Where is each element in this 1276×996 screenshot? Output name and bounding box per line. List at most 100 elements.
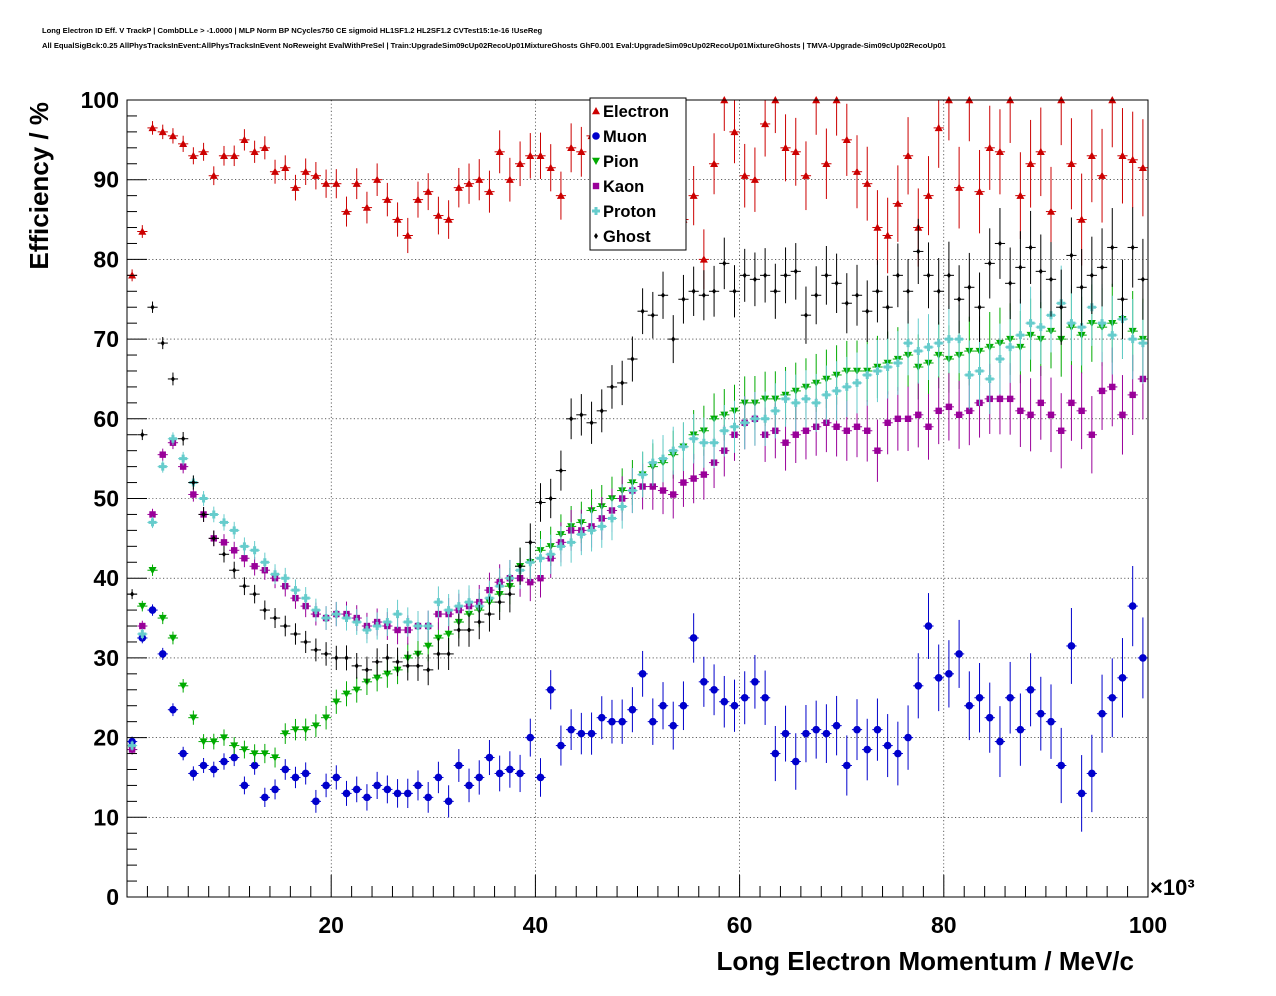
data-point — [1067, 159, 1076, 167]
series-pion — [127, 279, 1148, 768]
data-point — [710, 685, 718, 694]
data-point — [271, 754, 280, 762]
data-point — [138, 629, 147, 638]
data-point — [1006, 395, 1014, 403]
x-axis-label: Long Electron Momentum / MeV/c — [717, 946, 1134, 976]
data-point — [322, 614, 331, 623]
data-point — [148, 606, 157, 614]
data-point — [864, 427, 871, 434]
data-point — [597, 522, 606, 531]
data-point — [281, 163, 290, 171]
data-point — [1049, 276, 1054, 283]
data-point — [393, 789, 402, 798]
data-point — [1139, 654, 1147, 662]
data-point — [209, 765, 218, 774]
data-point — [250, 546, 259, 555]
data-point — [373, 674, 382, 682]
data-point — [894, 415, 902, 422]
data-point — [169, 705, 177, 714]
data-point — [812, 398, 821, 407]
data-point — [670, 491, 677, 498]
data-point — [342, 614, 351, 623]
data-point — [190, 491, 197, 498]
data-point — [649, 483, 657, 490]
data-point — [507, 591, 512, 598]
data-point — [250, 750, 259, 758]
data-point — [546, 685, 555, 694]
data-point — [301, 769, 310, 778]
data-point — [313, 646, 318, 653]
data-point — [168, 434, 177, 443]
data-point — [904, 733, 912, 742]
data-point — [904, 151, 913, 159]
data-point — [128, 741, 137, 750]
legend-box — [589, 97, 687, 251]
data-point — [219, 518, 228, 527]
data-point — [342, 207, 351, 215]
data-point — [710, 438, 719, 447]
data-point — [843, 761, 851, 770]
x-tick-label: 20 — [318, 912, 344, 938]
data-point — [1109, 383, 1116, 391]
data-point — [375, 658, 380, 665]
data-point — [273, 615, 278, 622]
x-tick-label: 100 — [1129, 912, 1167, 938]
data-point — [761, 119, 770, 128]
data-point — [781, 394, 790, 403]
data-point — [691, 288, 696, 295]
data-point — [251, 563, 258, 570]
data-point — [334, 654, 339, 661]
data-point — [648, 458, 657, 467]
data-point — [149, 511, 156, 518]
data-point — [536, 773, 545, 782]
data-point — [752, 276, 757, 283]
data-point — [148, 518, 157, 527]
data-point — [199, 494, 208, 503]
data-point — [669, 446, 678, 455]
y-tick-label: 50 — [93, 486, 119, 512]
data-point — [221, 551, 226, 558]
data-point — [669, 721, 678, 730]
data-point — [855, 292, 860, 299]
data-point — [332, 179, 341, 187]
data-point — [168, 131, 177, 140]
data-point — [526, 151, 535, 159]
data-point — [426, 666, 431, 673]
data-point — [763, 272, 768, 279]
data-point — [281, 765, 290, 774]
data-point — [1008, 280, 1013, 287]
data-point — [680, 479, 687, 486]
data-point — [1026, 319, 1035, 328]
data-point — [740, 693, 749, 702]
data-point — [967, 284, 972, 291]
data-point — [842, 382, 851, 391]
data-point — [1069, 252, 1074, 259]
grid — [127, 100, 1148, 897]
data-point — [556, 542, 565, 551]
data-point — [444, 630, 453, 638]
data-point — [712, 288, 717, 295]
data-point — [546, 550, 555, 559]
data-point — [904, 415, 912, 422]
data-point — [781, 729, 790, 738]
data-point — [884, 419, 891, 426]
legend-marker — [592, 182, 600, 190]
data-point — [1037, 399, 1044, 407]
data-point — [362, 626, 371, 635]
data-point — [311, 171, 320, 179]
data-point — [1067, 642, 1076, 650]
data-point — [1140, 276, 1145, 283]
data-point — [699, 255, 708, 263]
data-point — [1120, 296, 1125, 303]
data-point — [548, 495, 553, 502]
legend-entry: Muon — [603, 128, 647, 146]
data-point — [497, 599, 502, 606]
data-point — [301, 167, 310, 175]
data-point — [944, 335, 953, 344]
data-point — [977, 304, 982, 311]
data-point — [1058, 427, 1065, 434]
data-point — [587, 729, 596, 738]
data-point — [640, 308, 645, 315]
data-point — [219, 151, 228, 159]
data-point — [782, 439, 789, 446]
